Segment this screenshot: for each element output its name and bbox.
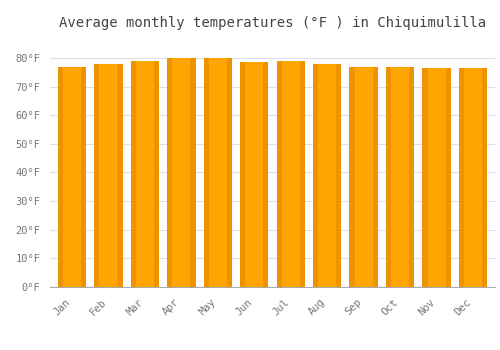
Bar: [58, 66, 86, 287]
Bar: [410, 66, 414, 287]
Title: Average monthly temperatures (°F ) in Chiquimulilla: Average monthly temperatures (°F ) in Ch…: [59, 16, 486, 30]
Bar: [386, 66, 391, 287]
Bar: [276, 61, 305, 287]
Bar: [300, 61, 305, 287]
Bar: [313, 64, 342, 287]
Bar: [386, 66, 414, 287]
Bar: [264, 62, 268, 287]
Bar: [313, 64, 318, 287]
Bar: [482, 68, 488, 287]
Bar: [167, 58, 172, 287]
Bar: [167, 58, 196, 287]
Bar: [130, 61, 136, 287]
Bar: [94, 64, 122, 287]
Bar: [94, 64, 100, 287]
Bar: [336, 64, 342, 287]
Bar: [81, 66, 86, 287]
Bar: [204, 58, 208, 287]
Bar: [373, 66, 378, 287]
Bar: [204, 58, 232, 287]
Bar: [58, 66, 63, 287]
Bar: [154, 61, 159, 287]
Bar: [190, 58, 196, 287]
Bar: [240, 62, 245, 287]
Bar: [459, 68, 464, 287]
Bar: [276, 61, 281, 287]
Bar: [130, 61, 159, 287]
Bar: [227, 58, 232, 287]
Bar: [240, 62, 268, 287]
Bar: [350, 66, 354, 287]
Bar: [422, 68, 428, 287]
Bar: [422, 68, 451, 287]
Bar: [350, 66, 378, 287]
Bar: [118, 64, 122, 287]
Bar: [459, 68, 488, 287]
Bar: [446, 68, 451, 287]
